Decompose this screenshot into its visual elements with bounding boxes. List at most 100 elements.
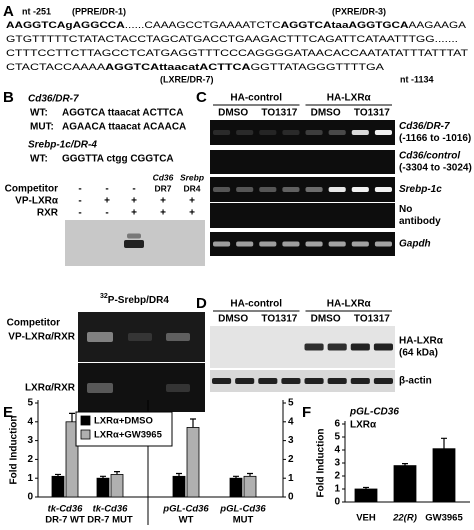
- label: HA-LXRα: [327, 93, 372, 104]
- y-tick-label: 6: [334, 419, 340, 430]
- probe-label: 32P-Srebp/DR4: [100, 293, 169, 305]
- y-tick-label: 5: [27, 398, 33, 409]
- x-tick-label: DR-7 WT: [45, 515, 85, 526]
- y-tick-label: 5: [334, 432, 340, 443]
- x-tick-label: WT: [179, 515, 194, 526]
- label: AGGTCA ttaacat ACTTCA: [62, 108, 183, 119]
- label: DR7: [154, 183, 171, 193]
- label: (64 kDa): [399, 348, 438, 359]
- y-tick-label: 2: [27, 454, 33, 465]
- error-bar: [233, 475, 239, 479]
- panel-label: F: [302, 404, 311, 421]
- x-tick-label: VEH: [356, 513, 376, 524]
- gel-band: [373, 343, 393, 351]
- gel-band: [235, 378, 255, 384]
- label: nt -1134: [400, 74, 434, 84]
- gel-band: [124, 240, 144, 248]
- sequence-line: CTTTCCTTCTTAGCCTCATGAGGTTTCCCAGGGGATAACA…: [6, 48, 468, 59]
- gel-band: [166, 384, 190, 392]
- label: DMSO: [311, 108, 341, 119]
- error-bar: [114, 471, 120, 475]
- sequence-segment: AAGAAGA: [409, 20, 467, 31]
- label: DMSO: [311, 314, 341, 325]
- gel-band: [259, 160, 276, 165]
- label: DMSO: [218, 314, 248, 325]
- sequence-segment: GTGTTTTTCTATACTACCTAGCATGACCTGAAGACTTTCA…: [6, 34, 458, 45]
- label: RXR: [37, 208, 59, 219]
- sequence-segment: AGGTCAttaacatACTTCA: [105, 62, 250, 73]
- gel-band: [236, 160, 253, 165]
- gel-image: [78, 363, 205, 412]
- gel-band: [306, 160, 323, 165]
- label: WT:: [30, 154, 48, 165]
- label: Srebp-1c/DR-4: [28, 140, 97, 151]
- gel-band: [328, 187, 346, 192]
- label: MUT:: [30, 122, 54, 133]
- gel-band: [352, 213, 369, 218]
- y2-tick-label: 4: [288, 416, 294, 427]
- y-tick-label: 0: [27, 492, 33, 503]
- gel-band: [281, 378, 301, 384]
- gel-band: [258, 344, 277, 351]
- gel-band: [236, 213, 253, 218]
- gel-band: [350, 378, 370, 384]
- label: TO1317: [261, 108, 297, 119]
- label: No: [399, 204, 412, 215]
- bar: [432, 448, 456, 503]
- gel-band: [213, 130, 231, 135]
- y-tick-label: 1: [27, 473, 33, 484]
- y-tick-label: 3: [27, 435, 33, 446]
- sequence-segment: AGGTCAtaaAGGTGCA: [281, 20, 409, 31]
- gel-band: [327, 343, 347, 351]
- x-tick-label: DR-7 MUT: [87, 515, 133, 526]
- error-bar: [100, 475, 106, 479]
- gel-band: [351, 241, 369, 247]
- legend-swatch: [80, 429, 91, 440]
- label: -: [78, 208, 81, 219]
- label: Competitor: [5, 184, 58, 195]
- gel-band: [213, 241, 231, 247]
- gel-band: [329, 160, 346, 165]
- gel-band: [351, 187, 369, 192]
- label: β-actin: [399, 376, 432, 387]
- label: (-3304 to -3024): [399, 163, 472, 174]
- bar: [243, 475, 257, 498]
- x-tick-label: pGL-Cd36: [219, 504, 266, 515]
- x-tick-label: MUT: [233, 515, 254, 526]
- legend-box: [75, 411, 173, 447]
- y-axis-label: Fold Induction: [316, 429, 327, 498]
- label: TO1317: [354, 314, 390, 325]
- sequence-line: CTACTACCAAAA AGGTCAttaacatACTTCA GGTTATAGG…: [6, 62, 385, 73]
- gel-band: [259, 187, 277, 192]
- panel-label: D: [196, 295, 207, 312]
- label: -: [105, 208, 108, 219]
- gel-band: [212, 378, 232, 384]
- label: -: [105, 184, 108, 195]
- bar: [393, 465, 417, 503]
- panel-label: E: [3, 404, 13, 421]
- gel-band: [374, 241, 392, 247]
- label: antibody: [399, 216, 441, 227]
- sequence-segment: CTTTCCTTCTTAGCCTCATGAGGTTTCCCAGGGGATAACA…: [6, 48, 468, 59]
- gel-band: [305, 130, 323, 135]
- label: +: [131, 208, 137, 219]
- y2-tick-label: 5: [288, 398, 294, 409]
- gel-band: [350, 343, 370, 351]
- legend-label: LXRα+DMSO: [94, 416, 153, 427]
- gel-band: [258, 378, 278, 384]
- gel-band: [304, 343, 324, 351]
- label: Gapdh: [399, 239, 431, 250]
- error-bar: [190, 418, 196, 428]
- label: VP-LXRα: [15, 196, 59, 207]
- x-tick-label: tk-Cd36: [48, 504, 84, 515]
- gel-band: [282, 187, 300, 192]
- label: nt -251: [22, 6, 51, 16]
- gel-band: [328, 130, 346, 135]
- gel-band: [259, 213, 276, 218]
- gel-band: [282, 130, 300, 135]
- sequence-line: AAGGTCAgAGGCCA ......CAAAGCCTGAAAATCTC AGG…: [6, 20, 467, 31]
- legend-swatch: [80, 415, 91, 426]
- x-tick-label: pGL-Cd36: [162, 504, 209, 515]
- gel-band: [282, 241, 300, 247]
- bar: [96, 477, 110, 498]
